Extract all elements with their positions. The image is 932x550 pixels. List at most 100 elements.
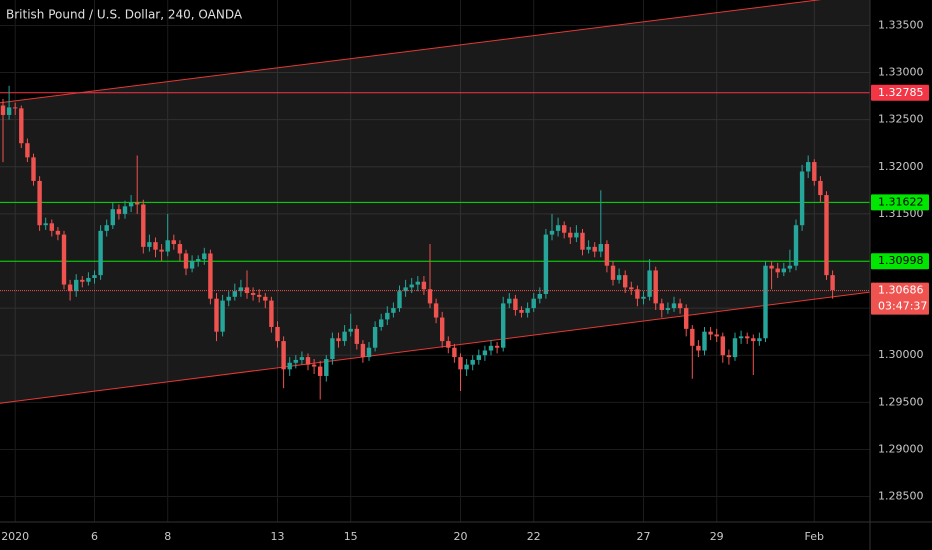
candle-body: [232, 291, 237, 297]
candle-body: [55, 230, 61, 235]
candle-body: [470, 359, 475, 365]
candle-body: [189, 261, 195, 269]
last-price-bg: [871, 282, 929, 315]
y-tick-label: 1.32000: [878, 160, 924, 173]
candle-body: [458, 357, 463, 370]
candle-body: [214, 298, 219, 332]
candle-body: [775, 268, 780, 273]
candle-body: [354, 328, 359, 344]
candle-body: [110, 209, 115, 226]
x-tick-label: 15: [344, 530, 358, 543]
candle-body: [562, 225, 567, 233]
candle-body: [592, 246, 597, 252]
candle-body: [623, 275, 628, 288]
candle-body: [659, 303, 664, 310]
candle-body: [6, 107, 12, 115]
candle-body: [287, 362, 292, 370]
candle-body: [104, 225, 109, 231]
candle-body: [98, 230, 103, 276]
candle-body: [263, 296, 268, 301]
candle-body: [629, 287, 634, 290]
candle-body: [586, 246, 591, 250]
candle-body: [531, 298, 536, 309]
candle-body: [427, 289, 433, 304]
candle-body: [177, 244, 183, 254]
countdown: 03:47:37: [878, 300, 927, 313]
candle-body: [403, 287, 408, 292]
x-tick-label: 13: [271, 530, 285, 543]
candle-body: [311, 364, 317, 367]
candle-body: [141, 204, 146, 247]
candle-body: [635, 289, 640, 299]
candle-body: [293, 359, 298, 363]
candle-body: [379, 319, 384, 327]
candle-body: [330, 338, 335, 359]
candle-body: [677, 303, 683, 309]
candle-body: [824, 195, 829, 276]
candle-body: [49, 223, 54, 231]
y-tick-label: 1.33000: [878, 66, 924, 79]
candle-body: [726, 355, 732, 358]
candle-body: [153, 242, 158, 250]
candle-body: [305, 357, 311, 365]
level-label-bg: [871, 194, 929, 211]
x-tick-label: Feb: [805, 530, 824, 543]
candle-body: [147, 242, 152, 247]
x-tick-label: 22: [527, 530, 541, 543]
candle-body: [513, 298, 518, 310]
candle-body: [433, 303, 439, 318]
candle-body: [830, 275, 835, 291]
candle-body: [80, 279, 85, 282]
level-label: 1.31622: [878, 195, 924, 208]
x-tick-label: 29: [710, 530, 724, 543]
level-label: 1.30998: [878, 254, 924, 267]
level-label: 1.32785: [878, 86, 924, 99]
candle-body: [580, 232, 585, 250]
y-tick-label: 1.32500: [878, 113, 924, 126]
candle-body: [543, 234, 549, 294]
candle-body: [19, 108, 24, 144]
candle-body: [238, 287, 244, 292]
candle-body: [122, 206, 128, 214]
candle-body: [806, 162, 811, 172]
y-tick-label: 1.28500: [878, 490, 924, 503]
last-price-label: 1.30686: [878, 284, 924, 297]
candle-body: [708, 331, 713, 335]
candle-body: [653, 270, 658, 304]
candle-body: [74, 279, 79, 292]
candle-body: [793, 225, 799, 266]
candle-body: [25, 143, 30, 158]
candle-body: [476, 355, 481, 360]
candle-body: [415, 281, 420, 285]
candle-body: [348, 328, 353, 332]
y-tick-label: 1.30000: [878, 348, 924, 361]
candle-body: [745, 336, 750, 339]
candle-body: [391, 308, 396, 313]
candle-body: [92, 275, 97, 278]
candle-body: [641, 296, 646, 299]
y-tick-label: 1.33500: [878, 18, 924, 31]
candle-body: [464, 364, 469, 370]
candle-body: [787, 265, 793, 269]
candle-body: [446, 341, 451, 348]
candle-body: [702, 331, 707, 351]
candle-body: [220, 300, 225, 332]
candle-body: [696, 345, 701, 351]
candle-body: [549, 230, 555, 235]
candle-body: [574, 232, 579, 238]
candle-body: [598, 244, 603, 252]
candle-body: [799, 171, 805, 226]
candle-body: [324, 358, 329, 376]
candle-body: [519, 309, 524, 313]
candle-body: [159, 249, 164, 252]
channel-line: [0, 291, 870, 404]
candle-body: [275, 326, 280, 342]
candle-body: [610, 265, 616, 280]
candle-body: [604, 244, 610, 266]
candle-body: [165, 240, 170, 252]
candle-body: [732, 338, 738, 358]
candle-body: [183, 253, 189, 269]
candle-body: [525, 308, 530, 313]
candle-body: [299, 357, 305, 360]
